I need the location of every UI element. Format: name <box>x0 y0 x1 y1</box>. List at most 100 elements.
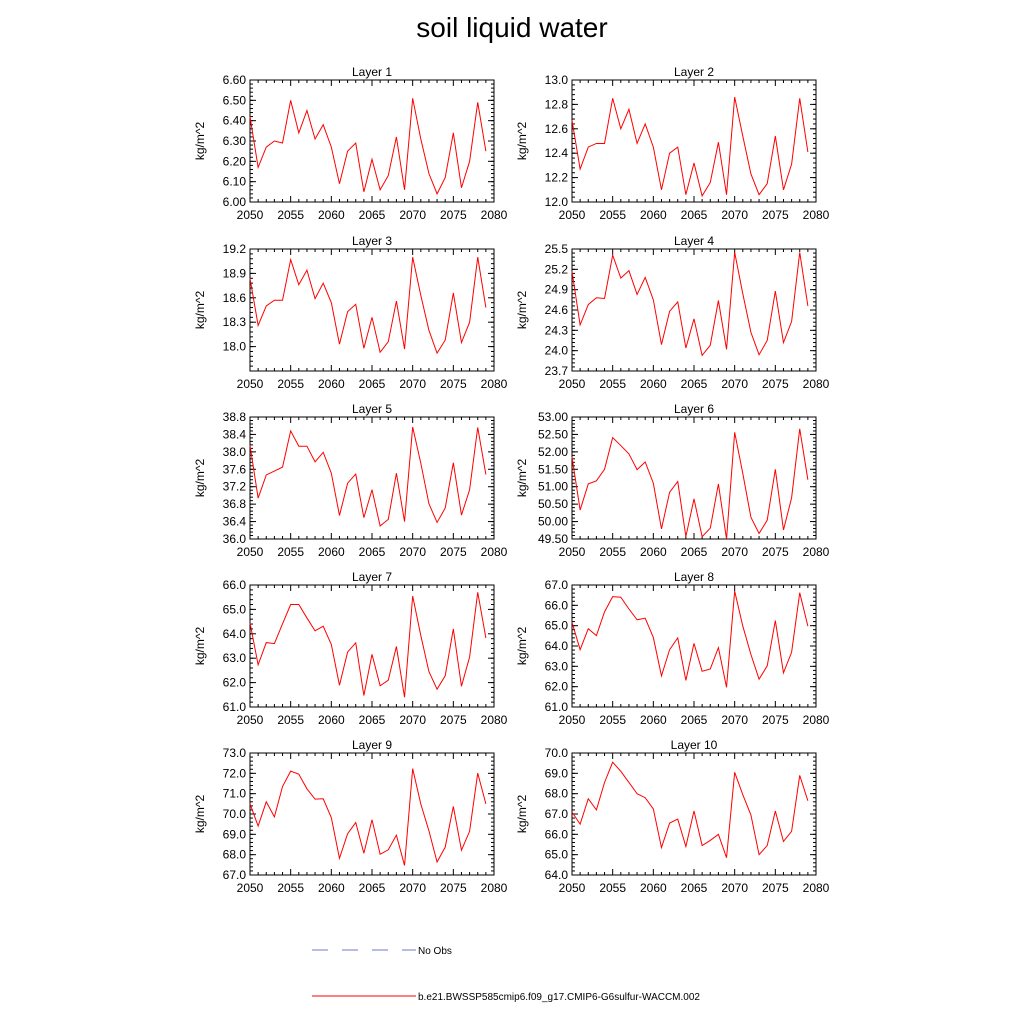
x-tick-label: 2055 <box>599 881 626 895</box>
series-line <box>249 592 487 698</box>
y-axis-label: kg/m^2 <box>515 122 529 161</box>
x-tick-label: 2060 <box>318 377 345 391</box>
panel-title: Layer 6 <box>674 402 714 416</box>
y-tick-label: 12.8 <box>545 97 569 111</box>
x-tick-label: 2060 <box>640 713 667 727</box>
x-tick-label: 2070 <box>399 377 426 391</box>
y-tick-label: 63.0 <box>223 651 247 665</box>
x-tick-label: 2070 <box>399 545 426 559</box>
x-tick-label: 2050 <box>237 713 264 727</box>
y-tick-label: 24.0 <box>545 344 569 358</box>
y-tick-label: 6.00 <box>223 195 247 209</box>
plot-frame <box>249 79 495 203</box>
y-tick-label: 24.9 <box>545 283 569 297</box>
series-line <box>571 761 809 858</box>
x-tick-label: 2055 <box>277 377 304 391</box>
y-axis-label: kg/m^2 <box>515 627 529 666</box>
y-tick-label: 61.0 <box>545 700 569 714</box>
y-tick-label: 6.20 <box>223 154 247 168</box>
x-tick-label: 2055 <box>599 713 626 727</box>
x-tick-label: 2075 <box>762 377 789 391</box>
plot-frame <box>249 584 495 708</box>
y-tick-label: 65.0 <box>545 619 569 633</box>
y-tick-label: 18.6 <box>223 291 247 305</box>
y-axis-label: kg/m^2 <box>193 795 207 834</box>
series-line <box>571 428 809 540</box>
x-tick-label: 2080 <box>481 208 508 222</box>
x-tick-label: 2065 <box>359 713 386 727</box>
y-tick-label: 53.00 <box>538 410 568 424</box>
y-tick-label: 51.50 <box>538 462 568 476</box>
y-tick-label: 62.0 <box>223 676 247 690</box>
x-tick-label: 2080 <box>803 208 830 222</box>
y-tick-label: 25.5 <box>545 242 569 256</box>
y-tick-label: 65.0 <box>545 848 569 862</box>
y-tick-label: 67.0 <box>545 807 569 821</box>
y-tick-label: 24.6 <box>545 303 569 317</box>
y-tick-label: 50.00 <box>538 515 568 529</box>
x-tick-label: 2050 <box>559 881 586 895</box>
x-tick-label: 2080 <box>803 881 830 895</box>
x-tick-label: 2050 <box>237 377 264 391</box>
y-tick-label: 18.9 <box>223 266 247 280</box>
x-tick-label: 2080 <box>803 377 830 391</box>
series-line <box>249 768 487 866</box>
y-tick-label: 38.8 <box>223 410 247 424</box>
x-tick-label: 2070 <box>721 545 748 559</box>
y-tick-label: 62.0 <box>545 680 569 694</box>
y-axis-label: kg/m^2 <box>515 291 529 330</box>
y-tick-label: 18.0 <box>223 340 247 354</box>
y-tick-label: 12.4 <box>545 146 569 160</box>
x-tick-label: 2065 <box>681 208 708 222</box>
x-tick-label: 2080 <box>481 545 508 559</box>
panel-title: Layer 8 <box>674 570 714 584</box>
x-tick-label: 2060 <box>318 713 345 727</box>
plot-frame <box>249 752 495 876</box>
x-tick-label: 2050 <box>237 545 264 559</box>
panel-title: Layer 7 <box>352 570 392 584</box>
legend-label-2: b.e21.BWSSP585cmip6.f09_g17.CMIP6-G6sulf… <box>418 992 700 1003</box>
x-tick-label: 2075 <box>440 377 467 391</box>
y-tick-label: 38.0 <box>223 445 247 459</box>
y-tick-label: 52.00 <box>538 445 568 459</box>
y-tick-label: 61.0 <box>223 700 247 714</box>
figure-title: soil liquid water <box>416 12 608 43</box>
y-tick-label: 37.2 <box>223 480 247 494</box>
y-tick-label: 68.0 <box>545 787 569 801</box>
y-tick-label: 71.0 <box>223 787 247 801</box>
x-tick-label: 2055 <box>277 713 304 727</box>
plot-frame <box>249 248 495 372</box>
x-tick-label: 2055 <box>277 881 304 895</box>
x-tick-label: 2075 <box>440 713 467 727</box>
y-tick-label: 18.3 <box>223 315 247 329</box>
x-tick-label: 2070 <box>721 377 748 391</box>
y-tick-label: 24.3 <box>545 323 569 337</box>
x-tick-label: 2075 <box>762 545 789 559</box>
x-tick-label: 2075 <box>440 208 467 222</box>
y-axis-label: kg/m^2 <box>193 122 207 161</box>
x-tick-label: 2050 <box>559 377 586 391</box>
x-tick-label: 2050 <box>559 545 586 559</box>
y-tick-label: 6.60 <box>223 73 247 87</box>
x-tick-label: 2055 <box>599 377 626 391</box>
chart-panel-3: Layer 3 2050 2055 2060 2065 2070 2075 2080 18.0 1… <box>193 234 508 391</box>
x-tick-label: 2060 <box>318 208 345 222</box>
chart-panel-4: Layer 4 2050 2055 2060 2065 2070 2075 2080 23.7 2… <box>515 234 830 391</box>
y-tick-label: 25.2 <box>545 262 569 276</box>
y-tick-label: 12.6 <box>545 122 569 136</box>
y-tick-label: 51.00 <box>538 480 568 494</box>
x-tick-label: 2065 <box>681 881 708 895</box>
y-tick-label: 6.40 <box>223 114 247 128</box>
x-tick-label: 2050 <box>559 208 586 222</box>
x-tick-label: 2050 <box>559 713 586 727</box>
x-tick-label: 2060 <box>318 545 345 559</box>
y-tick-label: 67.0 <box>545 578 569 592</box>
x-tick-label: 2065 <box>681 377 708 391</box>
x-tick-label: 2060 <box>318 881 345 895</box>
x-tick-label: 2060 <box>640 208 667 222</box>
x-tick-label: 2060 <box>640 545 667 559</box>
y-tick-label: 52.50 <box>538 427 568 441</box>
series-line <box>249 98 487 196</box>
panel-title: Layer 1 <box>352 65 392 79</box>
